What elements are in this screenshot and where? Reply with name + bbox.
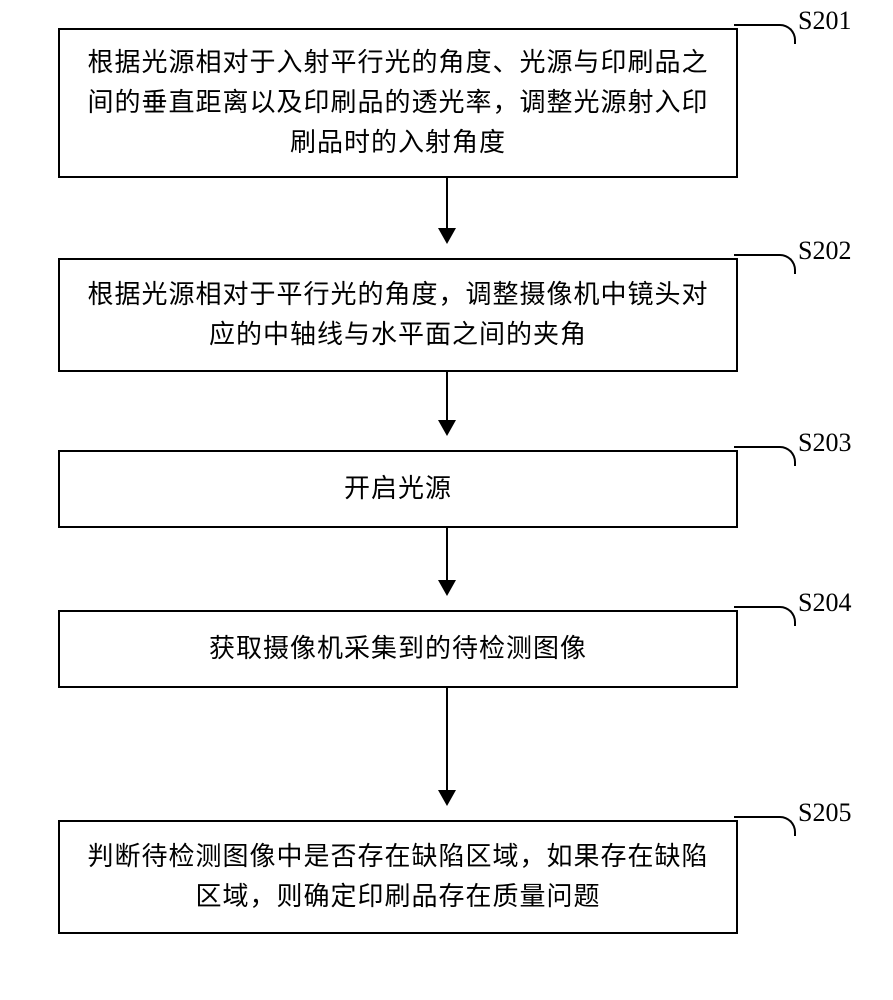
step-s202-text: 根据光源相对于平行光的角度，调整摄像机中镜头对应的中轴线与水平面之间的夹角 [84,275,712,356]
label-s201: S201 [798,6,851,36]
flowchart-container: 根据光源相对于入射平行光的角度、光源与印刷品之间的垂直距离以及印刷品的透光率，调… [0,0,893,1000]
step-s205-text: 判断待检测图像中是否存在缺陷区域，如果存在缺陷区域，则确定印刷品存在质量问题 [84,837,712,918]
connector-s202 [734,254,796,274]
arrow-3 [446,528,448,594]
label-s204: S204 [798,588,851,618]
step-s202: 根据光源相对于平行光的角度，调整摄像机中镜头对应的中轴线与水平面之间的夹角 [58,258,738,372]
arrow-4 [446,688,448,804]
connector-s201 [734,24,796,44]
label-s202: S202 [798,236,851,266]
step-s204-text: 获取摄像机采集到的待检测图像 [209,629,587,669]
connector-s203 [734,446,796,466]
step-s203-text: 开启光源 [344,469,452,509]
step-s203: 开启光源 [58,450,738,528]
step-s205: 判断待检测图像中是否存在缺陷区域，如果存在缺陷区域，则确定印刷品存在质量问题 [58,820,738,934]
step-s201-text: 根据光源相对于入射平行光的角度、光源与印刷品之间的垂直距离以及印刷品的透光率，调… [84,43,712,164]
label-s205: S205 [798,798,851,828]
arrow-2 [446,372,448,434]
connector-s205 [734,816,796,836]
arrow-1 [446,178,448,242]
label-s203: S203 [798,428,851,458]
step-s201: 根据光源相对于入射平行光的角度、光源与印刷品之间的垂直距离以及印刷品的透光率，调… [58,28,738,178]
connector-s204 [734,606,796,626]
step-s204: 获取摄像机采集到的待检测图像 [58,610,738,688]
